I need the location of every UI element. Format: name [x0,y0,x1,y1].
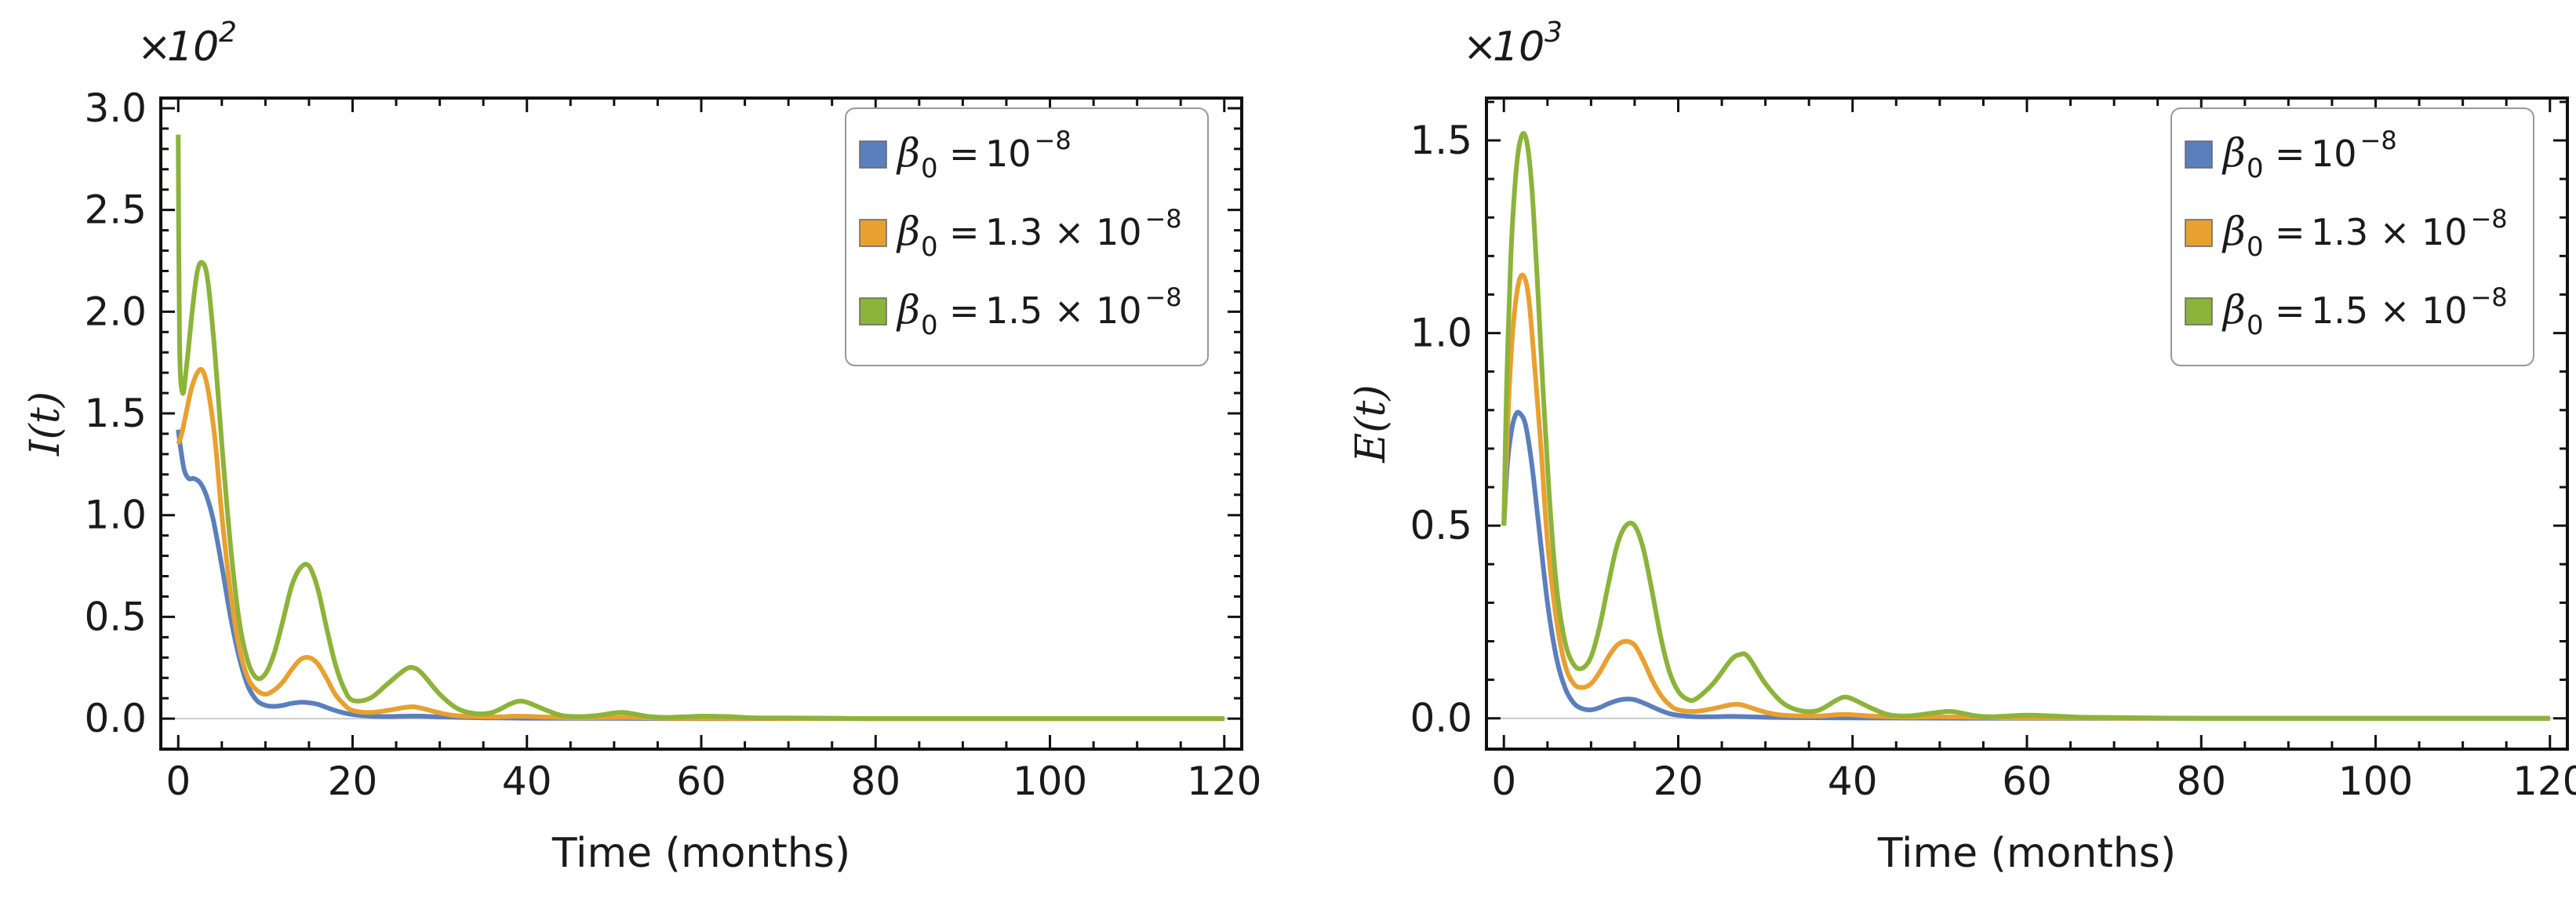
legend-value: 10 [2311,133,2357,175]
legend-swatch [859,297,887,326]
series-line-2 [176,134,1224,722]
x-tick-label: 60 [2002,759,2052,804]
series-line-1 [176,366,1224,722]
x-tick-label: 0 [166,759,191,804]
legend-box [845,107,1209,366]
legend-beta-symbol: β [896,287,920,333]
x-tick-label: 40 [502,759,552,804]
legend-value: 1.5 × 10 [2311,289,2467,332]
legend-subscript: 0 [921,310,938,341]
legend-swatch [2185,140,2213,169]
legend-value: 1.5 × 10 [985,289,1141,332]
series-line-0 [176,429,1224,722]
legend-beta-symbol: β [896,209,920,254]
y-tick-label: 0.0 [1410,696,1472,741]
legend-value: 10 [985,133,1031,175]
legend-value: 1.3 × 10 [985,211,1141,253]
legend-exponent: −8 [1144,204,1181,234]
legend-beta-symbol: β [2221,287,2246,333]
x-axis-title: Time (months) [551,830,850,877]
legend-exponent: −8 [2470,204,2507,234]
legend-equals: = [2275,289,2305,332]
series-line-0 [1501,409,2550,721]
x-tick-label: 120 [2512,759,2576,804]
legend-equals: = [2275,211,2305,253]
y-tick-label: 2.5 [84,187,147,233]
legend-item: β 0 = 10 −8 [859,126,1072,184]
y-tick-label: 1.5 [84,391,147,436]
y-axis-title: I(t) [22,391,69,457]
legend-subscript: 0 [921,153,938,184]
legend-item: β 0 = 1.3 × 10 −8 [2185,204,2508,263]
legend-value: 1.3 × 10 [2311,211,2467,253]
legend: β 0 = 10 −8β 0 = 1.3 × 10 −8β 0 = 1.5 × 10 −8 [2170,107,2534,366]
legend-equals: = [949,211,980,253]
series-line-1 [1501,272,2550,721]
y-multiplier-base: 10 [1493,24,1545,71]
x-tick-label: 100 [1013,759,1087,804]
y-tick-label: 0.5 [1410,503,1472,548]
x-tick-label: 100 [2338,759,2413,804]
x-tick-label: 120 [1187,759,1261,804]
legend-item: β 0 = 1.5 × 10 −8 [859,282,1182,341]
x-tick-label: 80 [2176,759,2226,804]
x-axis-title: Time (months) [1877,830,2176,877]
y-multiplier-exponent: 2 [219,16,237,49]
x-tick-label: 20 [328,759,378,804]
y-tick-label: 1.0 [1410,311,1472,356]
y-tick-label: 0.0 [84,696,147,741]
x-tick-label: 40 [1828,759,1878,804]
y-tick-label: 3.0 [84,86,147,131]
y-tick-label: 1.0 [84,493,147,538]
legend: β 0 = 10 −8β 0 = 1.3 × 10 −8β 0 = 1.5 × 10 −8 [845,107,1209,366]
legend-subscript: 0 [2247,310,2264,341]
legend-equals: = [949,289,980,332]
legend-beta-symbol: β [2221,209,2246,254]
series-line-2 [1501,130,2550,721]
legend-swatch [859,140,887,169]
legend-exponent: −8 [2360,126,2397,155]
y-axis-title: E(t) [1348,384,1395,463]
y-multiplier-prefix: × [1463,24,1497,71]
legend-item: β 0 = 10 −8 [2185,126,2397,184]
y-multiplier-base: 10 [167,24,219,71]
legend-beta-symbol: β [896,130,920,176]
y-tick-label: 0.5 [84,594,147,639]
legend-swatch [859,219,887,247]
legend-subscript: 0 [921,231,938,263]
x-tick-label: 0 [1491,759,1516,804]
legend-box [2170,107,2534,366]
legend-item: β 0 = 1.3 × 10 −8 [859,204,1182,263]
y-multiplier-prefix: × [137,24,172,71]
legend-equals: = [949,133,980,175]
y-multiplier-exponent: 3 [1545,16,1563,49]
legend-beta-symbol: β [2221,130,2246,176]
y-tick-label: 2.0 [84,289,147,334]
legend-swatch [2185,219,2213,247]
x-tick-label: 80 [850,759,901,804]
y-tick-label: 1.5 [1410,118,1472,163]
legend-item: β 0 = 1.5 × 10 −8 [2185,282,2508,341]
legend-equals: = [2275,133,2305,175]
legend-subscript: 0 [2247,231,2264,263]
legend-exponent: −8 [1144,282,1181,312]
legend-swatch [2185,297,2213,326]
chart-panel-infected: 0 20 40 60 80 100 1200.00.51.01.52.02.53.0Time… [22,16,1261,877]
x-tick-label: 20 [1654,759,1704,804]
x-tick-label: 60 [676,759,726,804]
legend-exponent: −8 [1035,126,1072,155]
legend-exponent: −8 [2470,282,2507,312]
legend-subscript: 0 [2247,153,2264,184]
